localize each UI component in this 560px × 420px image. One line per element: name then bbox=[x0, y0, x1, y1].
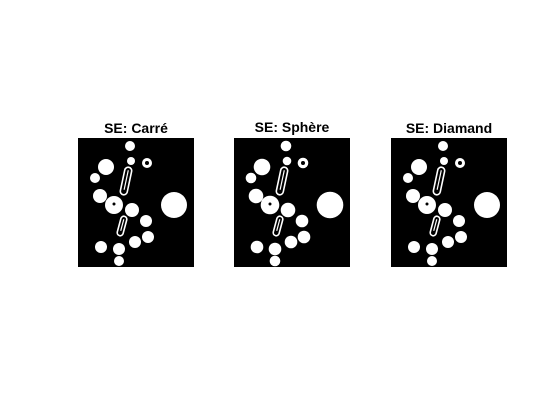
blob bbox=[90, 173, 100, 183]
blob bbox=[284, 235, 298, 249]
blob bbox=[142, 231, 154, 243]
panel-title-diamand: SE: Diamand bbox=[405, 120, 493, 136]
panel-title-carre: SE: Carré bbox=[104, 120, 168, 136]
image-diamand bbox=[391, 138, 507, 267]
blob bbox=[125, 141, 135, 151]
blob bbox=[474, 192, 500, 218]
blob bbox=[295, 214, 309, 228]
blob bbox=[442, 236, 454, 248]
panel-title-sphere: SE: Sphère bbox=[254, 119, 330, 135]
blob bbox=[297, 230, 311, 244]
paperclip-outline bbox=[432, 166, 446, 196]
blob bbox=[113, 243, 125, 255]
blob bbox=[93, 189, 107, 203]
blob bbox=[127, 157, 135, 165]
blob bbox=[280, 140, 292, 152]
blob-hole bbox=[145, 161, 149, 165]
blob-hole bbox=[301, 161, 305, 165]
blob bbox=[426, 243, 438, 255]
blob bbox=[98, 159, 114, 175]
blob bbox=[408, 241, 420, 253]
blob bbox=[438, 203, 452, 217]
blob bbox=[427, 256, 437, 266]
paperclip-outline bbox=[275, 166, 289, 196]
blob bbox=[316, 191, 344, 219]
paperclip-outline bbox=[272, 215, 284, 237]
paperclip-outline bbox=[116, 215, 128, 237]
blob-hole bbox=[268, 202, 272, 206]
blob bbox=[280, 202, 296, 218]
blob bbox=[140, 215, 152, 227]
blob-hole bbox=[425, 202, 429, 206]
blob bbox=[245, 172, 257, 184]
blob bbox=[95, 241, 107, 253]
paperclip-outline bbox=[429, 215, 441, 237]
image-sphere bbox=[234, 138, 350, 267]
blob bbox=[161, 192, 187, 218]
blob bbox=[269, 255, 281, 267]
blob bbox=[455, 231, 467, 243]
blob bbox=[438, 141, 448, 151]
blob bbox=[403, 173, 413, 183]
blob-hole bbox=[458, 161, 462, 165]
blob bbox=[250, 240, 264, 254]
blob bbox=[453, 215, 465, 227]
blob bbox=[125, 203, 139, 217]
blob-hole bbox=[112, 202, 116, 206]
blob bbox=[268, 242, 282, 256]
blob bbox=[282, 156, 292, 166]
image-carre bbox=[78, 138, 194, 267]
blob bbox=[253, 158, 271, 176]
blob bbox=[411, 159, 427, 175]
blob bbox=[440, 157, 448, 165]
blob bbox=[114, 256, 124, 266]
blob bbox=[129, 236, 141, 248]
blob bbox=[248, 188, 264, 204]
blob bbox=[406, 189, 420, 203]
paperclip-outline bbox=[119, 166, 133, 196]
